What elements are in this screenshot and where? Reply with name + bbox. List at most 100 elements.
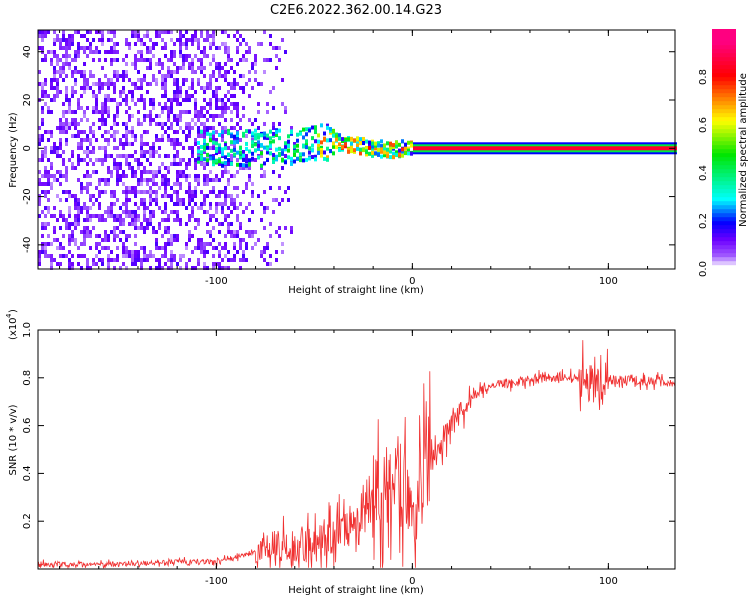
- spectrogram-cell: [206, 86, 209, 90]
- spectrogram-cell: [215, 246, 218, 250]
- spectrogram-cell: [98, 242, 101, 246]
- spectrogram-cell: [302, 144, 305, 149]
- spectrogram-cell: [365, 150, 368, 155]
- colorbar: 0.00.20.40.60.8: [698, 29, 736, 277]
- spectrogram-cell: [170, 70, 173, 74]
- spectrogram-cell: [44, 174, 47, 178]
- spectrogram-cell: [47, 234, 50, 238]
- spectrogram-cell: [251, 210, 254, 214]
- spectrogram-cell: [38, 134, 41, 138]
- spectrogram-cell: [209, 218, 212, 222]
- spectrogram-cell: [398, 142, 401, 147]
- spectrogram-cell: [179, 202, 182, 206]
- spectrogram-cell: [113, 266, 116, 270]
- spectrogram-cell: [149, 186, 152, 190]
- spectrogram-cell: [233, 254, 236, 258]
- spectrogram-cell: [380, 144, 383, 149]
- spectrogram-cell: [266, 102, 269, 106]
- spectrogram-cell: [143, 230, 146, 234]
- spectrogram-cell: [212, 262, 215, 266]
- spectrogram-cell: [281, 38, 284, 42]
- spectrogram-cell: [650, 146, 653, 151]
- spectrogram-cell: [167, 118, 170, 122]
- spectrogram-cell: [122, 250, 125, 254]
- spectrogram-cell: [65, 198, 68, 202]
- spectrogram-cell: [98, 146, 101, 150]
- spectrogram-cell: [584, 146, 587, 151]
- spectrogram-cell: [260, 82, 263, 86]
- spectrogram-cell: [233, 198, 236, 202]
- spectrogram-cell: [164, 194, 167, 198]
- spectrogram-cell: [125, 62, 128, 66]
- spectrogram-cell: [107, 50, 110, 54]
- spectrogram-cell: [101, 218, 104, 222]
- spectrogram-cell: [71, 166, 74, 170]
- spectrogram-cell: [407, 148, 410, 153]
- spectrogram-cell: [92, 258, 95, 262]
- spectrogram-cell: [56, 38, 59, 42]
- spectrogram-cell: [44, 130, 47, 134]
- spectrogram-cell: [164, 206, 167, 210]
- spectrogram-cell: [38, 170, 41, 174]
- spectrogram-cell: [188, 258, 191, 262]
- spectrogram-cell: [65, 50, 68, 54]
- spectrogram-cell: [227, 70, 230, 74]
- spectrogram-cell: [95, 186, 98, 190]
- spectrogram-cell: [197, 182, 200, 186]
- spectrogram-cell: [71, 86, 74, 90]
- spectrogram-cell: [200, 66, 203, 70]
- spectrogram-cell: [230, 148, 233, 153]
- spectrogram-cell: [101, 82, 104, 86]
- spectrogram-cell: [176, 238, 179, 242]
- spectrogram-cell: [512, 146, 515, 151]
- spectrogram-cell: [203, 266, 206, 270]
- spectrogram-cell: [293, 144, 296, 149]
- spectrogram-cell: [206, 152, 209, 157]
- spectrogram-cell: [203, 143, 206, 148]
- spectrogram-cell: [272, 139, 275, 144]
- spectrogram-cell: [149, 50, 152, 54]
- x-tick-label: -100: [205, 276, 228, 287]
- spectrogram-cell: [56, 218, 59, 222]
- spectrogram-cell: [71, 90, 74, 94]
- spectrogram-cell: [329, 138, 332, 143]
- spectrogram-cell: [86, 170, 89, 174]
- spectrogram-cell: [233, 234, 236, 238]
- spectrogram-cell: [206, 54, 209, 58]
- spectrogram-cell: [173, 98, 176, 102]
- spectrogram-cell: [113, 158, 116, 162]
- spectrogram-cell: [44, 166, 47, 170]
- spectrogram-cell: [137, 218, 140, 222]
- spectrogram-cell: [134, 226, 137, 230]
- spectrogram-cell: [107, 98, 110, 102]
- spectrogram-cell: [140, 178, 143, 182]
- spectrogram-cell: [107, 266, 110, 270]
- spectrogram-cell: [143, 130, 146, 134]
- spectrogram-cell: [404, 150, 407, 155]
- spectrogram-cell: [251, 156, 254, 161]
- spectrogram-cell: [164, 242, 167, 246]
- spectrogram-cell: [206, 182, 209, 186]
- spectrogram-cell: [122, 98, 125, 102]
- spectrogram-cell: [110, 78, 113, 82]
- spectrogram-cell: [116, 246, 119, 250]
- spectrogram-cell: [191, 206, 194, 210]
- spectrogram-cell: [209, 206, 212, 210]
- spectrogram-cell: [47, 158, 50, 162]
- spectrogram-cell: [230, 110, 233, 114]
- spectrogram-cell: [212, 70, 215, 74]
- spectrogram-cell: [185, 126, 188, 130]
- spectrogram-cell: [269, 58, 272, 62]
- spectrogram-cell: [278, 128, 281, 133]
- spectrogram-cell: [161, 210, 164, 214]
- spectrogram-cell: [113, 194, 116, 198]
- spectrogram-cell: [224, 110, 227, 114]
- spectrogram-cell: [194, 162, 197, 166]
- spectrogram-cell: [494, 146, 497, 151]
- spectrogram-cell: [191, 86, 194, 90]
- spectrogram-cell: [101, 190, 104, 194]
- spectrogram-cell: [113, 34, 116, 38]
- spectrogram-cell: [218, 106, 221, 110]
- spectrogram-cell: [143, 250, 146, 254]
- colorbar-segment: [712, 89, 736, 94]
